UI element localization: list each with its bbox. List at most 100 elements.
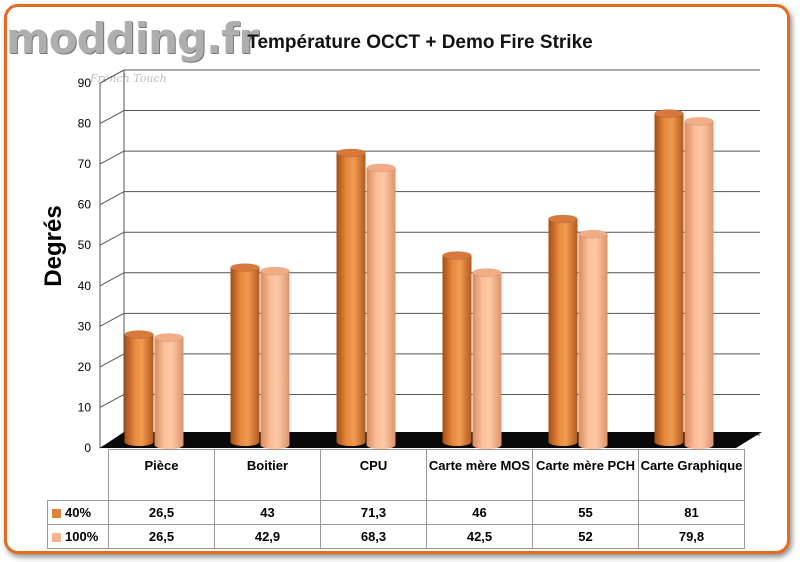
- y-tick-label: 0: [84, 441, 91, 455]
- category-label: Carte mère MOS: [426, 449, 533, 501]
- bar-base: [654, 438, 684, 446]
- data-label: 42,5: [426, 524, 533, 549]
- bar-top: [336, 148, 366, 158]
- gridline: [99, 394, 125, 408]
- bar-base: [472, 441, 502, 449]
- y-tick-label: 60: [78, 198, 92, 212]
- bar: [154, 333, 184, 449]
- gridline: [99, 150, 125, 165]
- data-label: 71,3: [320, 500, 427, 525]
- chart-title: Température OCCT + Demo Fire Strike: [247, 32, 593, 53]
- bar-top: [654, 109, 684, 118]
- y-axis-ticks: 0 10 20 30 40 50 60 70 80 90: [78, 76, 92, 455]
- y-tick-label: 80: [78, 117, 92, 131]
- bar: [654, 109, 684, 446]
- series-name: 100%: [65, 529, 99, 544]
- y-tick-label: 70: [78, 157, 92, 171]
- bar-base: [684, 441, 714, 449]
- legend-swatch-100: [52, 533, 61, 543]
- bar-body: [260, 271, 290, 445]
- table-header-row: Pièce Boitier CPU Carte mère MOS Carte m…: [47, 449, 745, 501]
- bar: [366, 163, 396, 449]
- y-tick-label: 20: [78, 360, 92, 374]
- bar-top: [230, 263, 260, 272]
- data-label: 46: [426, 500, 533, 525]
- bar: [578, 229, 608, 449]
- gridline: [99, 69, 125, 84]
- bar-body: [654, 113, 684, 442]
- bar: [548, 214, 578, 446]
- bar-top: [154, 333, 184, 342]
- data-label: 55: [532, 500, 639, 525]
- bar-body: [684, 121, 714, 445]
- data-label: 79,8: [638, 524, 745, 549]
- bar-body: [472, 272, 502, 445]
- data-label: 26,5: [108, 524, 215, 549]
- bar-top: [578, 229, 608, 239]
- bar-base: [548, 438, 578, 446]
- gridline: [99, 191, 125, 206]
- gridline: [99, 110, 125, 124]
- bar-base: [230, 438, 260, 446]
- legend-swatch-40: [52, 509, 61, 519]
- logo-tagline: French Touch: [90, 72, 167, 85]
- bar: [230, 263, 260, 446]
- y-tick-label: 50: [78, 238, 92, 252]
- bar-body: [154, 337, 184, 445]
- legend-entry-40: 40%: [47, 500, 109, 525]
- bar-body: [548, 218, 578, 442]
- y-tick-label: 10: [78, 400, 92, 414]
- bar: [684, 117, 714, 449]
- gridline: [99, 353, 125, 368]
- bar-base: [336, 438, 366, 446]
- bar-body: [366, 168, 396, 445]
- data-table: Pièce Boitier CPU Carte mère MOS Carte m…: [47, 449, 745, 549]
- gridline: [99, 231, 125, 246]
- y-tick-label: 40: [78, 279, 92, 293]
- site-logo: modding.fr: [6, 14, 259, 63]
- data-label: 52: [532, 524, 639, 549]
- bar: [472, 268, 502, 449]
- y-tick-label: 90: [78, 76, 92, 90]
- bar-base: [366, 441, 396, 449]
- category-label: Carte Graphique: [638, 449, 745, 501]
- table-row: 40% 26,5 43 71,3 46 55 81: [47, 500, 745, 525]
- bar-body: [124, 334, 154, 442]
- gridline: [99, 272, 125, 287]
- bar-top: [260, 266, 290, 276]
- bar-base: [578, 441, 608, 449]
- category-label: Pièce: [108, 449, 215, 501]
- bar-body: [442, 255, 472, 442]
- bar: [336, 148, 366, 446]
- bar-base: [124, 438, 154, 446]
- data-label: 43: [214, 500, 321, 525]
- gridline: [99, 312, 125, 327]
- bar-body: [578, 234, 608, 445]
- bar-body: [336, 152, 366, 443]
- series-name: 40%: [65, 505, 92, 520]
- data-label: 81: [638, 500, 745, 525]
- bar-top: [442, 251, 472, 260]
- table-row: 100% 26,5 42,9 68,3 42,5 52 79,8: [47, 524, 745, 549]
- bar-top: [548, 214, 578, 224]
- category-label: Carte mère PCH: [532, 449, 639, 501]
- bar: [124, 330, 154, 446]
- data-label: 68,3: [320, 524, 427, 549]
- bar: [260, 266, 290, 449]
- bar-base: [154, 441, 184, 449]
- y-tick-label: 30: [78, 319, 92, 333]
- bar-base: [442, 438, 472, 446]
- bar-top: [684, 117, 714, 126]
- bars: [124, 109, 714, 449]
- data-label: 26,5: [108, 500, 215, 525]
- bar-base: [260, 441, 290, 449]
- bar-top: [366, 163, 396, 173]
- bar-top: [124, 330, 154, 339]
- category-label: CPU: [320, 449, 427, 501]
- data-label: 42,9: [214, 524, 321, 549]
- category-label: Boitier: [214, 449, 321, 501]
- bar: [442, 251, 472, 446]
- bar-top: [472, 268, 502, 277]
- bar-body: [230, 267, 260, 442]
